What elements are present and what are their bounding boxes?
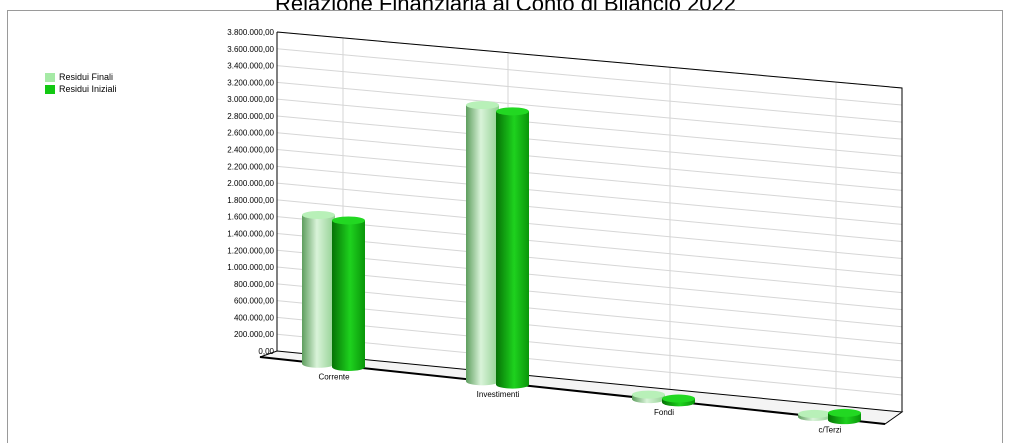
gridline-h (276, 115, 903, 174)
gridline-h (276, 199, 903, 260)
legend-item-residui-finali: Residui Finali (45, 71, 117, 83)
gridline-h (276, 48, 903, 106)
bar-cap-residui-iniziali (828, 408, 861, 417)
y-tick-label: 3.800.000,00 (227, 28, 274, 37)
bar-residui-iniziali-corrente (332, 220, 365, 371)
y-tick-label: 1.000.000,00 (227, 263, 274, 272)
legend-label-residui-finali: Residui Finali (59, 72, 114, 82)
y-tick-label: 2.400.000,00 (227, 146, 274, 155)
wall-border (276, 31, 903, 412)
y-tick-label: 2.000.000,00 (227, 179, 274, 188)
gridline-h (276, 249, 903, 311)
gridline-h (276, 149, 903, 208)
bar-cap-residui-finali (632, 390, 665, 399)
bar-residui-iniziali-investimenti (496, 111, 529, 389)
chart-frame (7, 10, 1003, 443)
gridline-h (276, 81, 903, 140)
x-category-label: c/Terzi (818, 426, 841, 435)
gridline-h (276, 65, 903, 123)
bar-cap-residui-finali (302, 210, 335, 219)
x-category-label: Investimenti (477, 390, 520, 399)
gridline-h (276, 316, 903, 379)
y-tick-label: 200.000,00 (234, 330, 275, 339)
y-tick-label: 3.600.000,00 (227, 45, 274, 54)
y-tick-label: 3.400.000,00 (227, 62, 274, 71)
y-tick-label: 2.600.000,00 (227, 129, 274, 138)
gridline-h (276, 165, 903, 225)
gridline-h (276, 266, 903, 328)
bar-cap-residui-iniziali (662, 394, 695, 403)
gridline-h (276, 132, 903, 191)
gridline-h (276, 98, 903, 157)
gridline-h (276, 182, 903, 242)
legend: Residui Finali Residui Iniziali (45, 71, 117, 95)
y-tick-label: 1.200.000,00 (227, 246, 274, 255)
y-tick-label: 1.600.000,00 (227, 213, 274, 222)
legend-swatch-residui-iniziali (45, 84, 55, 94)
y-tick-label: 0,00 (258, 347, 274, 356)
legend-swatch-residui-finali (45, 72, 55, 82)
gridline-h (276, 216, 903, 277)
y-tick-label: 2.200.000,00 (227, 162, 274, 171)
y-tick-label: 1.400.000,00 (227, 229, 274, 238)
bar-cap-residui-finali (798, 409, 831, 418)
y-tick-label: 2.800.000,00 (227, 112, 274, 121)
legend-label-residui-iniziali: Residui Iniziali (59, 84, 117, 94)
bar-cap-residui-finali (466, 101, 499, 110)
gridline-h (276, 232, 903, 294)
y-tick-label: 1.800.000,00 (227, 196, 274, 205)
bar-residui-finali-corrente (302, 214, 335, 368)
y-tick-label: 600.000,00 (234, 297, 275, 306)
y-tick-label: 400.000,00 (234, 313, 275, 322)
y-tick-label: 3.000.000,00 (227, 95, 274, 104)
gridline-h (276, 333, 903, 396)
gridline-h (276, 283, 903, 345)
bar-residui-finali-investimenti (466, 105, 499, 386)
legend-item-residui-iniziali: Residui Iniziali (45, 83, 117, 95)
bar-cap-residui-iniziali (332, 216, 365, 225)
chart-title: Relazione Finanziaria al Conto di Bilanc… (274, 0, 737, 16)
x-category-label: Fondi (654, 408, 674, 417)
bar-cap-residui-iniziali (496, 107, 529, 116)
y-tick-label: 800.000,00 (234, 280, 275, 289)
gridline-h (276, 300, 903, 362)
y-tick-label: 3.200.000,00 (227, 78, 274, 87)
x-category-label: Corrente (318, 372, 350, 381)
